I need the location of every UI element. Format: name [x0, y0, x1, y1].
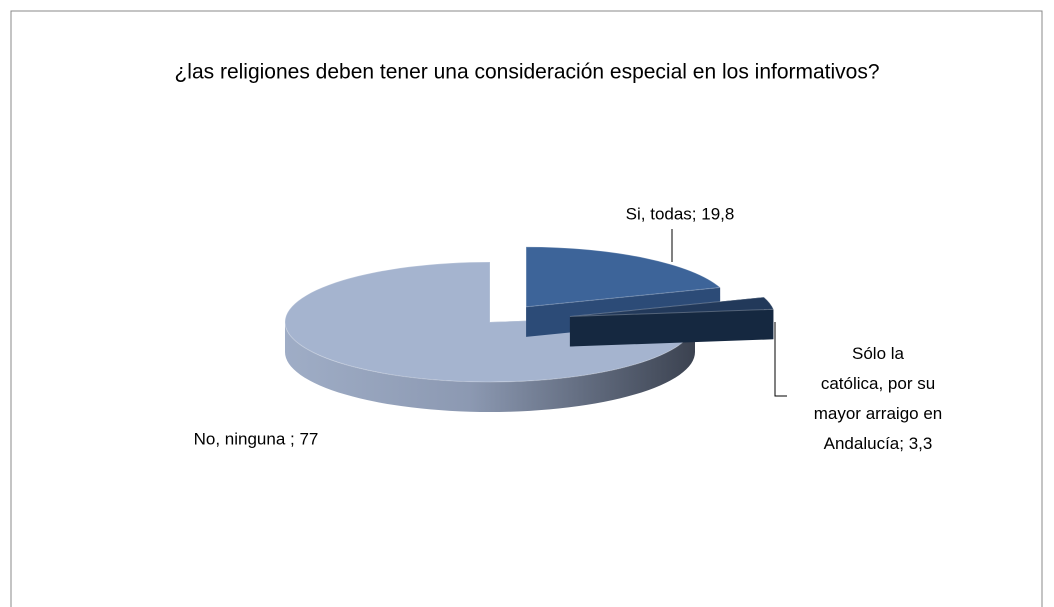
data-label: No, ninguna ; 77 — [194, 429, 319, 448]
label-line: Sólo la — [852, 344, 905, 363]
data-label: Sólo la católica, por su mayor arraigo en A… — [814, 344, 943, 453]
data-label: Si, todas; 19,8 — [626, 204, 735, 223]
leader-line — [774, 322, 787, 397]
slice-side — [569, 309, 774, 347]
chart-title: ¿las religiones deben tener una consider… — [174, 61, 879, 84]
slice — [569, 296, 775, 347]
slice-top — [569, 296, 775, 318]
label-line: católica, por su — [821, 374, 935, 393]
label-line: mayor arraigo en — [814, 404, 943, 423]
slice-side — [285, 322, 695, 412]
label-line: Andalucía; 3,3 — [824, 434, 933, 453]
slice-top — [525, 246, 722, 308]
slice-top — [284, 261, 696, 383]
